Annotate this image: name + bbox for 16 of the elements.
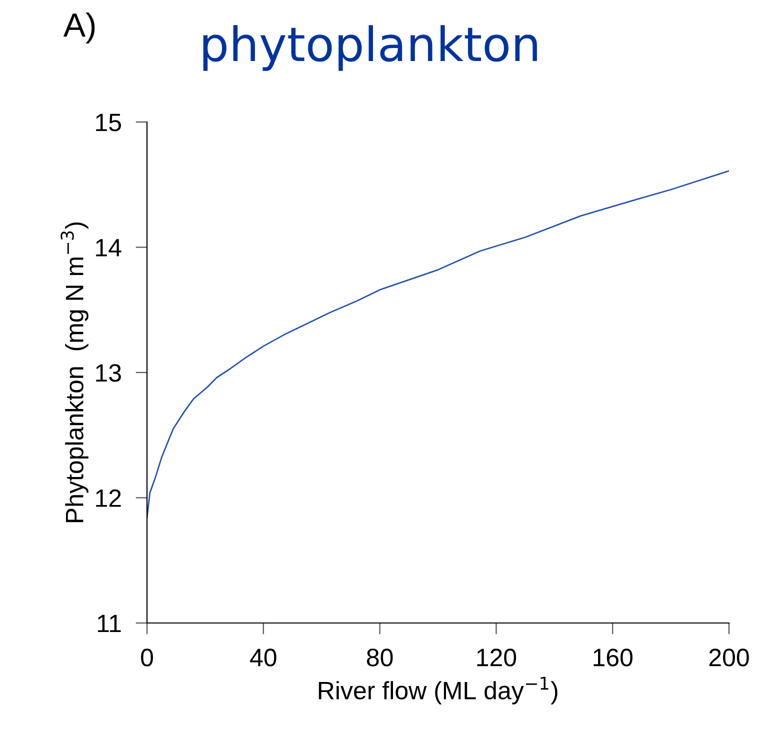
x-tick-label: 200 [709, 648, 749, 666]
x-axis-title: River flow (ML day$^{−1}$) [318, 676, 558, 704]
y-tick-label: 12 [96, 489, 121, 507]
x-tick-label: 80 [366, 648, 393, 666]
y-axis-title: Phytoplankton (mg N m$^{−3}$) [60, 222, 88, 522]
x-tick-label: 120 [477, 648, 516, 666]
line-series [147, 170, 729, 518]
x-tick-label: 160 [594, 648, 632, 666]
y-tick-label: 15 [96, 114, 121, 132]
y-tick-label: 13 [96, 364, 121, 382]
chart-title: phytoplankton [203, 25, 537, 71]
x-tick-label: 0 [141, 648, 153, 666]
x-tick-label: 40 [250, 648, 276, 666]
text: A) [63, 12, 95, 44]
y-tick-label: 14 [96, 239, 122, 256]
y-tick-label: 11 [98, 614, 121, 632]
